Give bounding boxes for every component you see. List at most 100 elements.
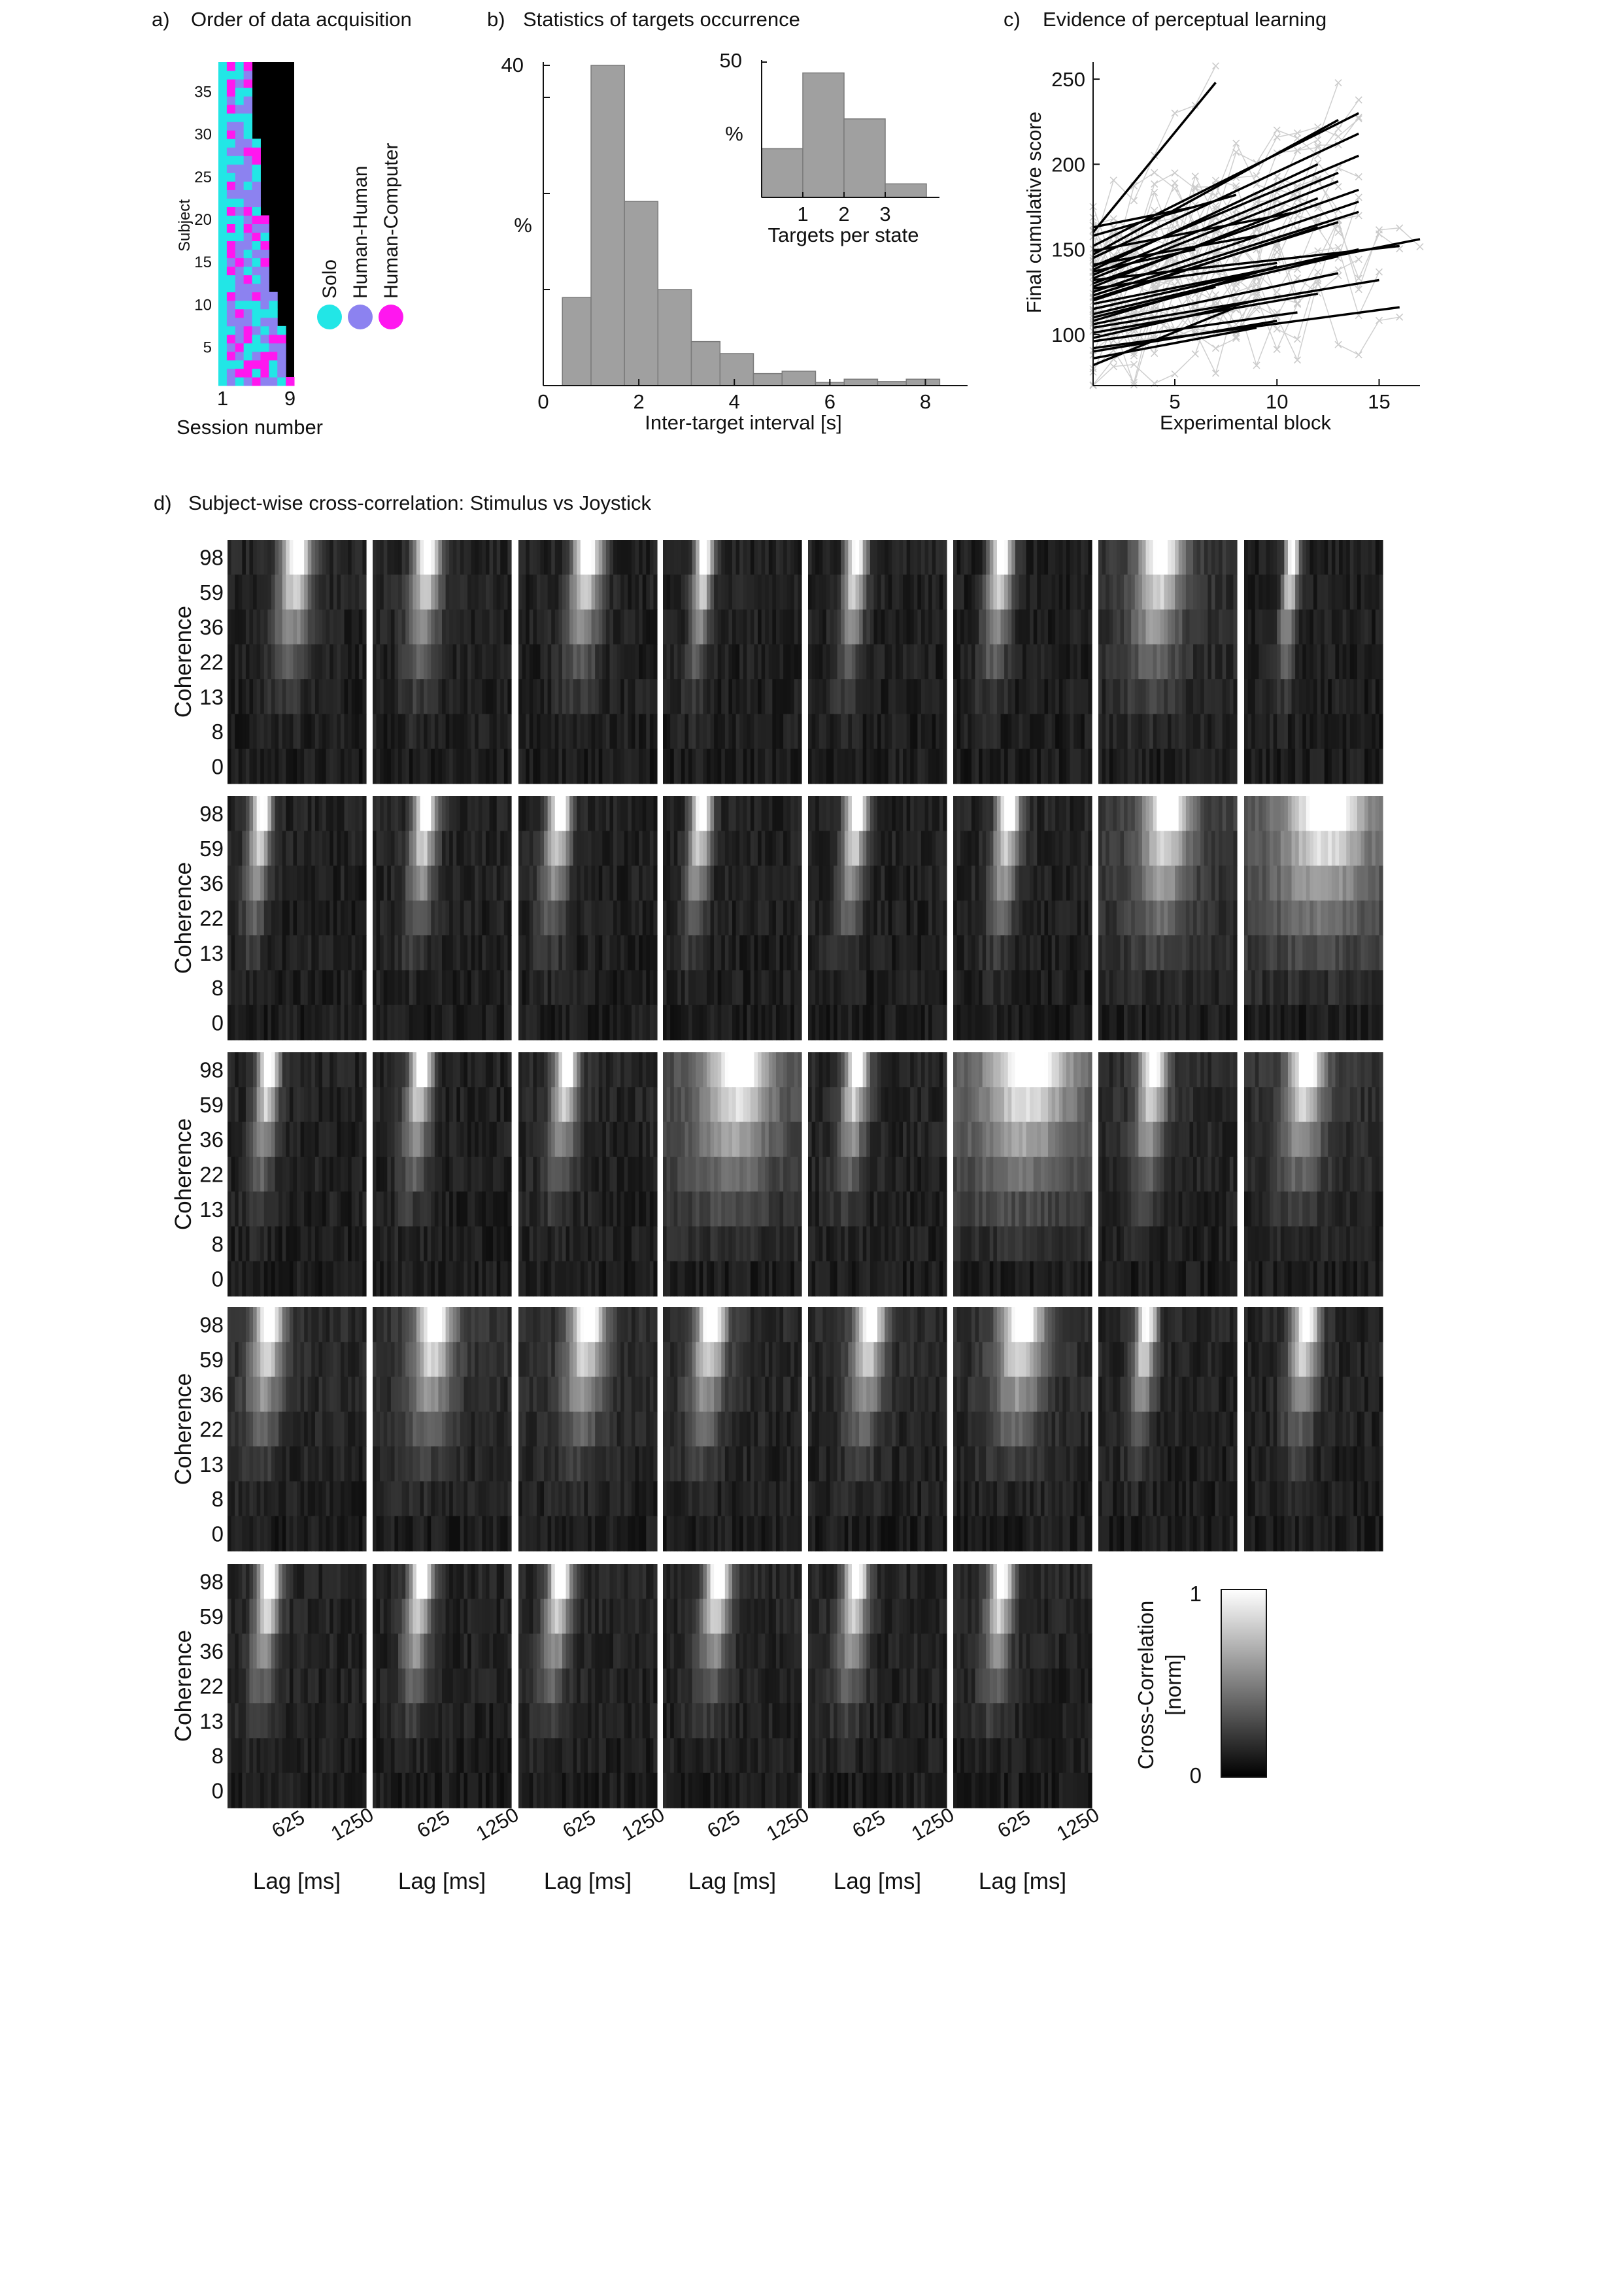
heatmap-cell bbox=[714, 796, 718, 831]
heatmap-cell bbox=[304, 749, 308, 784]
heatmap-cell bbox=[428, 831, 431, 866]
heatmap-cell bbox=[308, 796, 312, 831]
heatmap-cell bbox=[1325, 935, 1328, 971]
heatmap-cell bbox=[533, 714, 537, 749]
heatmap-cell bbox=[812, 866, 816, 901]
heatmap-cell bbox=[1259, 714, 1262, 749]
heatmap-cell bbox=[428, 644, 431, 680]
heatmap-cell bbox=[1325, 796, 1328, 831]
heatmap-cell bbox=[537, 749, 541, 784]
session-cell bbox=[260, 292, 269, 301]
panel-a-title: Order of data acquisition bbox=[191, 8, 412, 31]
heatmap-cell bbox=[566, 796, 570, 831]
heatmap-cell bbox=[1189, 610, 1193, 645]
heatmap-cell bbox=[751, 540, 754, 575]
heatmap-cell bbox=[1109, 574, 1113, 610]
heatmap-cell bbox=[398, 540, 402, 575]
heatmap-cell bbox=[1299, 679, 1303, 714]
session-cell bbox=[227, 198, 235, 207]
heatmap-cell bbox=[405, 644, 409, 680]
heatmap-cell bbox=[790, 610, 794, 645]
heatmap-cell bbox=[1073, 796, 1077, 831]
heatmap-cell bbox=[530, 644, 533, 680]
heatmap-cell bbox=[718, 970, 722, 1005]
heatmap-cell bbox=[1193, 574, 1197, 610]
heatmap-cell bbox=[253, 749, 257, 784]
heatmap-cell bbox=[1335, 644, 1339, 680]
heatmap-cell bbox=[1153, 714, 1157, 749]
heatmap-cell bbox=[479, 796, 482, 831]
heatmap-cell bbox=[646, 540, 650, 575]
heatmap-cell bbox=[409, 749, 413, 784]
heatmap-cell bbox=[747, 540, 751, 575]
heatmap-cell bbox=[762, 679, 766, 714]
heatmap-cell bbox=[617, 749, 621, 784]
heatmap-cell bbox=[522, 574, 526, 610]
heatmap-cell bbox=[826, 901, 830, 936]
heatmap-cell bbox=[696, 866, 700, 901]
heatmap-cell bbox=[394, 935, 398, 971]
heatmap-cell bbox=[537, 796, 541, 831]
heatmap-cell bbox=[852, 831, 856, 866]
heatmap-cell bbox=[834, 935, 837, 971]
heatmap-cell bbox=[1270, 831, 1274, 866]
heatmap-cell bbox=[1034, 866, 1038, 901]
heatmap-cell bbox=[1299, 610, 1303, 645]
heatmap-cell bbox=[329, 644, 333, 680]
heatmap-cell bbox=[318, 970, 322, 1005]
heatmap-cell bbox=[599, 1005, 603, 1040]
heatmap-cell bbox=[486, 714, 490, 749]
heatmap-cell bbox=[373, 679, 377, 714]
heatmap-cell bbox=[249, 866, 253, 901]
heatmap-cell bbox=[1059, 540, 1063, 575]
session-cell bbox=[235, 156, 244, 165]
heatmap-cell bbox=[663, 901, 667, 936]
heatmap-cell bbox=[595, 1005, 599, 1040]
heatmap-cell bbox=[555, 574, 559, 610]
heatmap-cell bbox=[329, 1005, 333, 1040]
heatmap-cell bbox=[1142, 644, 1146, 680]
heatmap-cell bbox=[957, 644, 961, 680]
heatmap-cell bbox=[815, 1005, 819, 1040]
heatmap-cell bbox=[460, 679, 464, 714]
heatmap-cell bbox=[808, 644, 812, 680]
heatmap-cell bbox=[707, 935, 711, 971]
heatmap-cell bbox=[275, 574, 279, 610]
heatmap-cell bbox=[1168, 644, 1172, 680]
heatmap-cell bbox=[486, 831, 490, 866]
heatmap-cell bbox=[1317, 749, 1321, 784]
heatmap-cell bbox=[620, 714, 624, 749]
heatmap-cell bbox=[577, 540, 581, 575]
session-cell bbox=[269, 309, 277, 318]
heatmap-cell bbox=[892, 574, 896, 610]
heatmap-cell bbox=[1052, 796, 1056, 831]
heatmap-cell bbox=[700, 796, 703, 831]
session-cell bbox=[235, 352, 244, 361]
heatmap-cell bbox=[518, 679, 522, 714]
heatmap-cell bbox=[1019, 935, 1022, 971]
heatmap-cell bbox=[279, 935, 282, 971]
heatmap-cell bbox=[431, 610, 435, 645]
heatmap-cell bbox=[1004, 679, 1008, 714]
heatmap-cell bbox=[1117, 714, 1121, 749]
heatmap-cell bbox=[936, 610, 939, 645]
heatmap-cell bbox=[544, 866, 548, 901]
heatmap-cell bbox=[653, 574, 657, 610]
heatmap-cell bbox=[1081, 901, 1085, 936]
heatmap-cell bbox=[326, 679, 330, 714]
heatmap-cell bbox=[617, 901, 621, 936]
heatmap-cell bbox=[1215, 831, 1219, 866]
heatmap-cell bbox=[1117, 970, 1121, 1005]
heatmap-cell bbox=[348, 970, 352, 1005]
heatmap-cell bbox=[558, 644, 562, 680]
heatmap-cell bbox=[431, 644, 435, 680]
heatmap-cell bbox=[467, 749, 471, 784]
heatmap-cell bbox=[271, 574, 275, 610]
heatmap-cell bbox=[308, 866, 312, 901]
heatmap-cell bbox=[1248, 574, 1252, 610]
heatmap-cell bbox=[405, 749, 409, 784]
heatmap-cell bbox=[1019, 970, 1022, 1005]
heatmap-cell bbox=[725, 935, 729, 971]
heatmap-cell bbox=[711, 970, 715, 1005]
heatmap-cell bbox=[352, 610, 356, 645]
